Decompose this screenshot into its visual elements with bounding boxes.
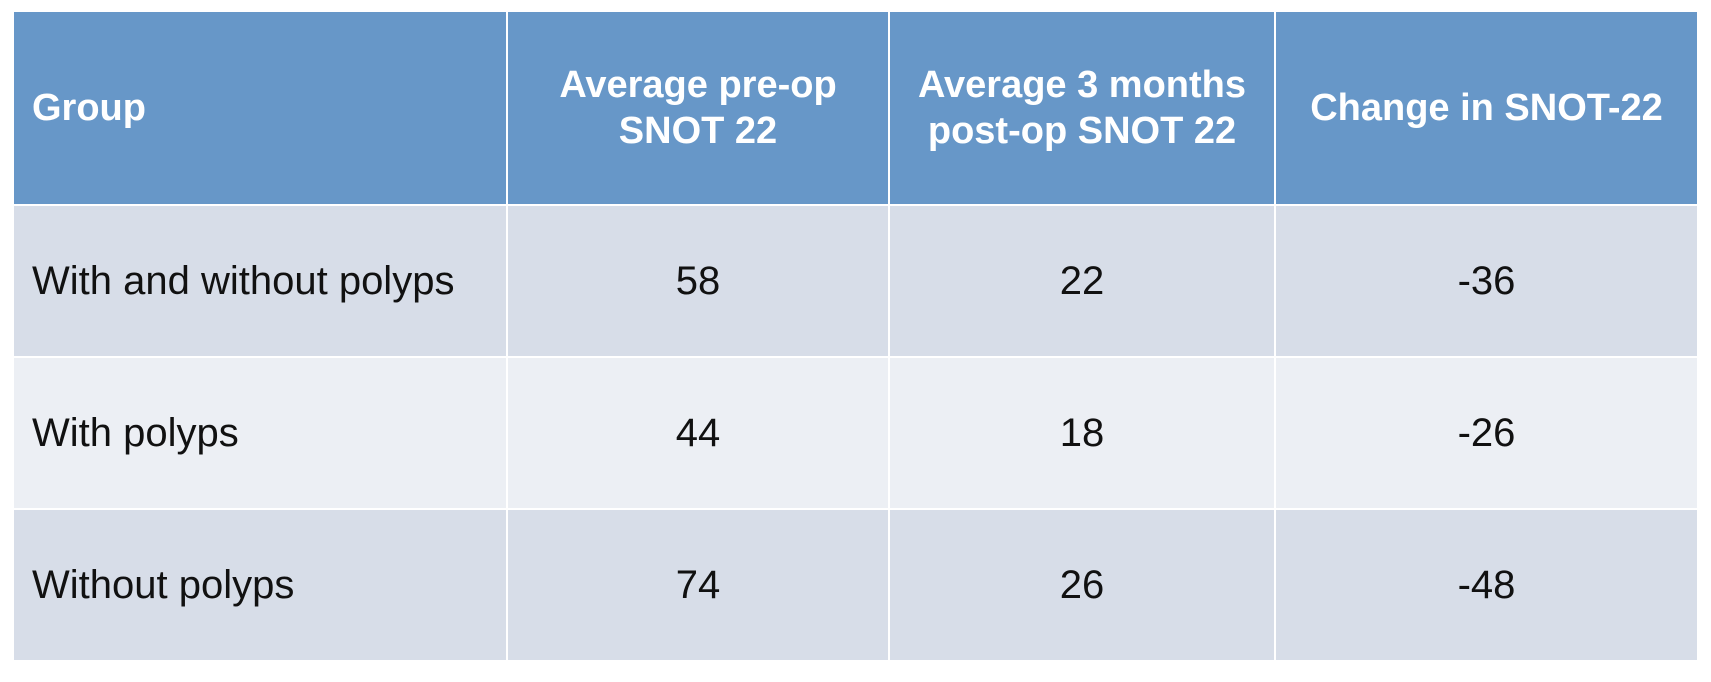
group-cell: With polyps (12, 356, 508, 510)
header-change: Change in SNOT-22 (1274, 10, 1699, 206)
pre-op-cell: 58 (506, 204, 890, 358)
change-cell: -26 (1274, 356, 1699, 510)
header-row: Group Average pre-op SNOT 22 Average 3 m… (12, 10, 1699, 206)
table-body: With and without polyps 58 22 -36 With p… (12, 204, 1699, 662)
table-row: With and without polyps 58 22 -36 (12, 204, 1699, 358)
group-cell: Without polyps (12, 508, 508, 662)
post-op-cell: 18 (888, 356, 1276, 510)
pre-op-cell: 74 (506, 508, 890, 662)
header-group: Group (12, 10, 508, 206)
change-cell: -48 (1274, 508, 1699, 662)
table-header: Group Average pre-op SNOT 22 Average 3 m… (12, 10, 1699, 206)
change-cell: -36 (1274, 204, 1699, 358)
table-row: With polyps 44 18 -26 (12, 356, 1699, 510)
group-cell: With and without polyps (12, 204, 508, 358)
header-average-post-op: Average 3 months post-op SNOT 22 (888, 10, 1276, 206)
post-op-cell: 26 (888, 508, 1276, 662)
snot22-table: Group Average pre-op SNOT 22 Average 3 m… (12, 10, 1699, 662)
post-op-cell: 22 (888, 204, 1276, 358)
pre-op-cell: 44 (506, 356, 890, 510)
header-average-pre-op: Average pre-op SNOT 22 (506, 10, 890, 206)
table-row: Without polyps 74 26 -48 (12, 508, 1699, 662)
